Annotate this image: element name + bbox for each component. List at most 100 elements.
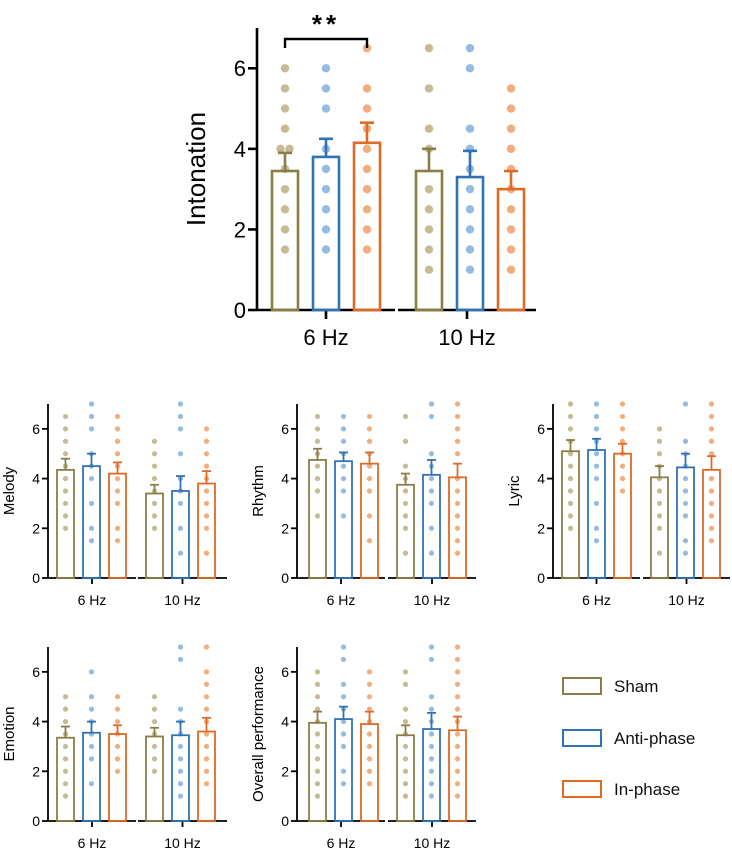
- data-point: [619, 475, 626, 482]
- y-axis-label: Lyric: [506, 475, 523, 507]
- data-point: [321, 245, 331, 254]
- data-point: [314, 463, 321, 469]
- data-point: [362, 184, 372, 194]
- data-point: [402, 768, 409, 774]
- data-point: [567, 513, 574, 519]
- data-point: [454, 768, 461, 774]
- data-point: [682, 550, 689, 556]
- data-point: [567, 525, 574, 531]
- data-point: [465, 124, 475, 133]
- data-point: [151, 768, 158, 774]
- data-point: [454, 731, 461, 737]
- data-point: [402, 413, 409, 420]
- data-point: [151, 513, 158, 519]
- data-point: [203, 756, 210, 762]
- data-point: [402, 781, 409, 787]
- y-tick-label: 4: [537, 471, 545, 487]
- chart-melody: 0 2 4 6 6 Hz 10 Hz Melody: [1, 401, 227, 608]
- data-point: [366, 426, 373, 432]
- data-point: [177, 743, 184, 750]
- data-point: [62, 413, 69, 420]
- data-point: [506, 144, 516, 154]
- y-tick-label: 4: [281, 714, 289, 730]
- data-point: [314, 706, 321, 712]
- data-point: [465, 265, 475, 274]
- data-point: [314, 743, 321, 750]
- bar: [56, 468, 75, 579]
- data-point: [506, 245, 516, 254]
- data-point: [203, 451, 210, 457]
- y-tick-label: 0: [32, 813, 40, 829]
- y-tick-label: 2: [234, 217, 246, 242]
- data-point: [428, 706, 435, 712]
- data-point: [428, 743, 435, 750]
- data-point: [285, 144, 294, 154]
- data-point: [593, 401, 600, 407]
- data-point: [402, 718, 409, 725]
- data-point: [62, 488, 69, 494]
- data-point: [619, 401, 626, 407]
- data-point: [62, 694, 69, 700]
- data-point: [593, 475, 600, 482]
- data-point: [424, 265, 434, 274]
- data-point: [567, 401, 574, 407]
- data-point: [88, 756, 95, 762]
- data-point: [428, 731, 435, 737]
- data-point: [708, 513, 715, 519]
- data-point: [340, 426, 347, 432]
- data-point: [340, 438, 347, 444]
- data-point: [62, 781, 69, 787]
- data-point: [465, 245, 475, 254]
- data-point: [340, 513, 347, 519]
- data-point: [465, 205, 475, 214]
- data-point: [203, 513, 210, 519]
- y-tick-label: 0: [32, 570, 40, 586]
- data-point: [114, 743, 121, 750]
- data-point: [177, 781, 184, 787]
- data-point: [708, 451, 715, 457]
- data-point: [454, 426, 461, 432]
- data-point: [366, 488, 373, 494]
- x-tick-label: 6 Hz: [327, 835, 356, 850]
- bar: [82, 465, 101, 579]
- data-point: [708, 475, 715, 482]
- data-point: [366, 694, 373, 700]
- data-point: [177, 793, 184, 799]
- y-tick-label: 0: [281, 570, 289, 586]
- legend-label-in-phase: In-phase: [614, 780, 681, 799]
- data-point: [114, 413, 121, 420]
- data-point: [454, 644, 461, 650]
- data-point: [366, 413, 373, 420]
- data-point: [402, 706, 409, 712]
- data-point: [366, 768, 373, 774]
- data-point: [151, 475, 158, 482]
- data-point: [567, 500, 574, 507]
- data-point: [151, 463, 158, 469]
- data-point: [402, 438, 409, 444]
- y-tick-label: 0: [281, 813, 289, 829]
- data-point: [203, 644, 210, 650]
- data-point: [428, 500, 435, 507]
- significance-label: **: [312, 9, 340, 39]
- y-tick-label: 0: [234, 298, 246, 323]
- data-point: [428, 768, 435, 774]
- y-tick-label: 6: [281, 421, 289, 437]
- data-point: [62, 500, 69, 507]
- bar: [587, 449, 606, 579]
- y-tick-label: 6: [281, 664, 289, 680]
- data-point: [114, 706, 121, 712]
- data-point: [424, 184, 434, 194]
- data-point: [114, 488, 121, 494]
- data-point: [402, 743, 409, 750]
- data-point: [366, 463, 373, 469]
- data-point: [114, 426, 121, 432]
- data-point: [340, 718, 347, 725]
- data-point: [88, 743, 95, 750]
- data-point: [402, 793, 409, 799]
- data-point: [203, 669, 210, 675]
- data-point: [62, 768, 69, 774]
- data-point: [203, 706, 210, 712]
- data-point: [62, 426, 69, 432]
- data-point: [321, 84, 331, 93]
- bar: [396, 483, 415, 579]
